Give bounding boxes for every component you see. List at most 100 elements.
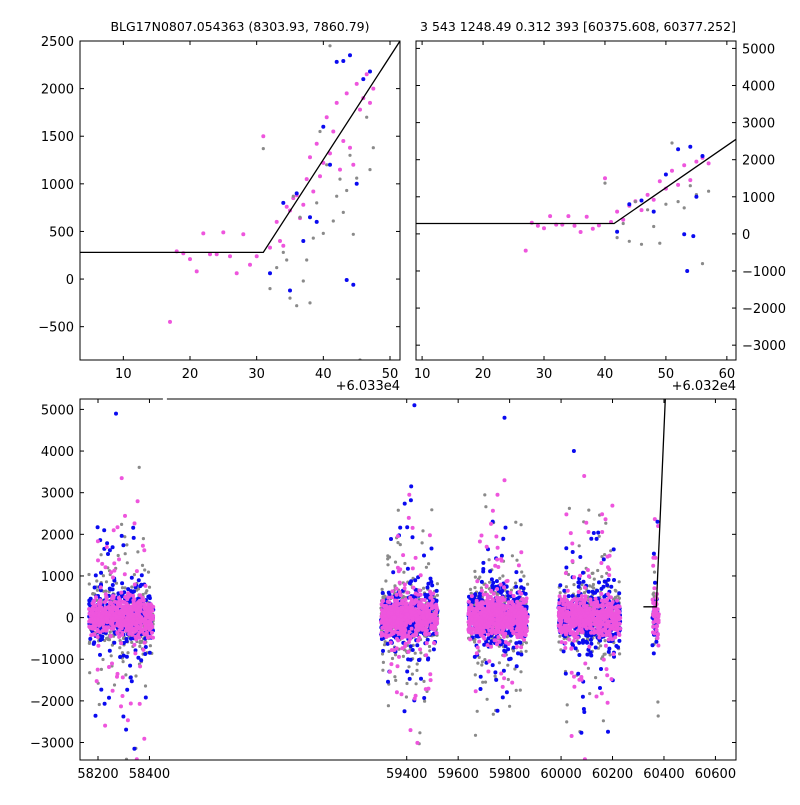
data-point-blue xyxy=(108,649,112,653)
data-point-gray xyxy=(511,554,514,557)
data-point-gray xyxy=(126,651,129,654)
data-point-gray xyxy=(421,541,424,544)
data-point-gray xyxy=(652,225,655,228)
data-point-blue xyxy=(121,543,125,547)
data-point-pink xyxy=(506,622,510,626)
data-point-blue xyxy=(129,675,133,679)
y-tick-label: 2000 xyxy=(742,154,775,169)
data-point-pink xyxy=(125,602,129,606)
data-point-blue xyxy=(577,641,581,645)
data-point-gray xyxy=(345,189,348,192)
data-point-pink xyxy=(96,539,100,543)
data-point-blue xyxy=(361,77,365,81)
data-point-pink xyxy=(123,572,127,576)
data-point-pink xyxy=(121,675,125,679)
data-point-gray xyxy=(308,301,311,304)
data-point-pink xyxy=(591,227,595,231)
data-point-pink xyxy=(389,607,393,611)
data-point-gray xyxy=(508,705,511,708)
data-point-gray xyxy=(604,522,607,525)
data-point-pink xyxy=(514,615,518,619)
data-point-blue xyxy=(111,587,115,591)
data-point-pink xyxy=(129,702,133,706)
data-point-pink xyxy=(351,163,355,167)
data-point-pink xyxy=(419,573,423,577)
data-point-pink xyxy=(111,689,115,693)
data-point-pink xyxy=(89,633,93,637)
data-point-gray xyxy=(416,662,419,665)
x-tick-label: 30 xyxy=(536,367,553,382)
data-point-gray xyxy=(332,219,335,222)
data-point-pink xyxy=(498,601,502,605)
y-tick-label: −1000 xyxy=(742,265,786,280)
data-point-pink xyxy=(111,619,115,623)
y-tick-label: 1000 xyxy=(742,191,775,206)
data-point-blue xyxy=(409,644,413,648)
data-point-pink xyxy=(390,648,394,652)
data-point-blue xyxy=(564,546,568,550)
data-point-gray xyxy=(275,266,278,269)
data-point-gray xyxy=(566,703,569,706)
data-point-pink xyxy=(96,558,100,562)
data-point-gray xyxy=(138,645,141,648)
data-point-pink xyxy=(421,610,425,614)
data-point-pink xyxy=(424,620,428,624)
x-tick-label: 40 xyxy=(315,367,332,382)
y-tick-label: −2000 xyxy=(742,302,786,317)
data-point-gray xyxy=(268,287,271,290)
data-point-blue xyxy=(409,484,413,488)
data-point-blue xyxy=(409,579,413,583)
data-point-gray xyxy=(133,573,136,576)
data-point-gray xyxy=(302,279,305,282)
data-point-pink xyxy=(406,650,410,654)
data-point-blue xyxy=(321,125,325,129)
data-point-blue xyxy=(92,642,96,646)
data-point-blue xyxy=(599,667,603,671)
data-point-gray xyxy=(101,658,104,661)
data-point-blue xyxy=(335,60,339,64)
data-point-blue xyxy=(602,557,606,561)
data-point-pink xyxy=(409,728,413,732)
data-point-blue xyxy=(493,670,497,674)
data-point-gray xyxy=(520,523,523,526)
data-point-pink xyxy=(195,269,199,273)
data-point-gray xyxy=(578,544,581,547)
data-point-pink xyxy=(399,621,403,625)
data-point-pink xyxy=(395,599,399,603)
x-tick-label: 10 xyxy=(414,367,431,382)
data-point-pink xyxy=(522,638,526,642)
data-point-blue xyxy=(617,639,621,643)
data-point-pink xyxy=(136,499,140,503)
data-point-gray xyxy=(288,297,291,300)
data-point-pink xyxy=(502,633,506,637)
data-point-gray xyxy=(130,585,133,588)
data-point-pink xyxy=(404,624,408,628)
data-point-pink xyxy=(429,602,433,606)
data-point-pink xyxy=(523,623,527,627)
data-point-gray xyxy=(386,557,389,560)
data-point-pink xyxy=(106,625,110,629)
data-point-pink xyxy=(493,638,497,642)
data-point-blue xyxy=(595,589,599,593)
data-point-pink xyxy=(383,611,387,615)
data-point-blue xyxy=(111,545,115,549)
data-point-blue xyxy=(491,663,495,667)
data-point-pink xyxy=(392,631,396,635)
data-point-blue xyxy=(419,677,423,681)
data-point-pink xyxy=(518,616,522,620)
data-point-pink xyxy=(403,583,407,587)
data-point-blue xyxy=(130,576,134,580)
data-point-blue xyxy=(585,641,589,645)
data-point-pink xyxy=(395,646,399,650)
data-point-pink xyxy=(428,533,432,537)
data-point-pink xyxy=(400,646,404,650)
data-point-pink xyxy=(507,612,511,616)
data-point-pink xyxy=(417,610,421,614)
data-point-pink xyxy=(150,631,154,635)
data-point-pink xyxy=(389,662,393,666)
data-point-pink xyxy=(434,631,438,635)
y-tick-label: 2000 xyxy=(41,83,74,98)
data-point-pink xyxy=(228,254,232,258)
data-point-pink xyxy=(119,641,123,645)
